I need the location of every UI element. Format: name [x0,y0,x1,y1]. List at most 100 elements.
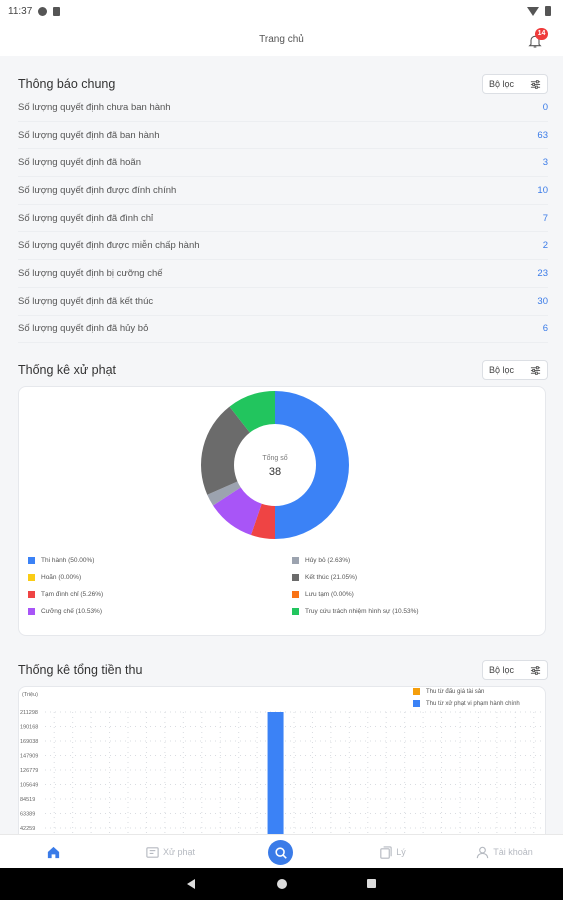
general-section-title: Thông báo chung [18,77,116,91]
revenue-section-header: Thống kê tổng tiền thu Bộ lọc [18,658,548,682]
stat-row[interactable]: Số lượng quyết định chưa ban hành 0 [18,94,548,122]
stat-label: Số lượng quyết định đã hoãn [18,157,141,169]
legend-swatch [292,591,299,598]
y-tick-label: 42259 [20,826,35,832]
legend-item: Thu từ xử phạt vi phạm hành chính [413,700,520,707]
nav-label: Lý [396,847,406,857]
stat-row[interactable]: Số lượng quyết định đã đình chỉ 7 [18,205,548,233]
bar-2-13 [267,712,284,834]
legend-item: Tạm đình chỉ (5.26%) [28,591,103,598]
home-button-icon[interactable] [277,879,287,889]
legend-label: Hủy bỏ (2.63%) [305,557,351,564]
stat-row[interactable]: Số lượng quyết định được miễn chấp hành 2 [18,233,548,261]
legend-label: Hoãn (0.00%) [41,574,82,581]
legend-item: Kết thúc (21.05%) [292,574,357,581]
penalty-section-header: Thống kê xử phạt Bộ lọc [18,358,548,382]
user-icon [477,846,489,858]
main-content: Thông báo chung Bộ lọc Số lượng quyết đị… [0,56,563,834]
revenue-section-title: Thống kê tổng tiền thu [18,663,143,677]
legend-swatch [28,608,35,615]
legend-swatch [28,557,35,564]
stat-label: Số lượng quyết định đã đình chỉ [18,212,154,224]
sliders-icon [530,365,541,375]
filter-label: Bộ lọc [489,79,515,89]
nav-manage[interactable]: Lý [372,835,412,869]
bottom-nav: Xử phạt Lý Tài khoản [0,834,563,868]
stat-label: Số lượng quyết định đã ban hành [18,129,160,141]
legend-swatch [413,688,420,695]
donut-slice-5 [201,406,250,495]
back-icon[interactable] [187,879,195,889]
legend-item: Thi hành (50.00%) [28,557,94,564]
nav-home[interactable] [40,835,70,869]
filter-label: Bộ lọc [489,365,515,375]
nav-search-button[interactable] [268,840,293,865]
y-tick-label: 147909 [20,754,38,760]
general-section-header: Thông báo chung Bộ lọc [18,72,548,96]
legend-label: Tạm đình chỉ (5.26%) [41,591,104,598]
stat-row[interactable]: Số lượng quyết định đã kết thúc 30 [18,288,548,316]
general-filter-button[interactable]: Bộ lọc [482,74,548,94]
files-icon [380,845,392,859]
y-tick-label: 190168 [20,725,38,731]
revenue-bar-chart: (Triệu) 211298 190168 169038 147909 126779 10… [20,692,543,834]
stat-value: 3 [542,157,548,169]
stat-row[interactable]: Số lượng quyết định đã hủy bỏ 6 [18,316,548,344]
stat-label: Số lượng quyết định được miễn chấp hành [18,240,200,252]
revenue-chart-card: (Triệu) 211298 190168 169038 147909 126779 10… [18,686,546,834]
legend-swatch [292,608,299,615]
home-icon [47,846,60,858]
nav-penalty[interactable]: Xử phạt [140,835,200,869]
legend-label: Lưu tạm (0.00%) [305,591,354,598]
legend-item: Truy cứu trách nhiệm hình sự (10.53%) [292,608,419,615]
y-tick-label: 169038 [20,739,38,745]
legend-label: Thu từ đấu giá tài sản [426,688,485,695]
stat-value: 63 [537,129,548,141]
penalty-chart-card: Tổng số 38 Thi hành (50.00%) Hủy bỏ (2.6… [18,386,546,636]
legend-item: Cưỡng chế (10.53%) [28,608,102,615]
y-tick-label: 63389 [20,812,35,818]
nav-label: Tài khoản [493,847,533,857]
legend-label: Kết thúc (21.05%) [305,574,358,581]
stat-value: 0 [542,101,548,113]
legend-label: Truy cứu trách nhiệm hình sự (10.53%) [305,608,419,615]
y-tick-label: 126779 [20,768,38,774]
page-title: Trang chủ [259,33,304,45]
recents-icon[interactable] [367,879,376,888]
nav-account[interactable]: Tài khoản [474,835,534,869]
donut-slice-2 [250,503,275,539]
donut-slice-1 [275,391,349,539]
stat-label: Số lượng quyết định được đính chính [18,184,177,196]
penalty-filter-button[interactable]: Bộ lọc [482,360,548,380]
donut-slice-3 [213,487,262,535]
nav-label: Xử phạt [162,847,196,857]
system-nav-bar [0,868,563,900]
status-bar: 11:37 [0,0,563,22]
stat-row[interactable]: Số lượng quyết định đã hoãn 3 [18,149,548,178]
donut-slice-4 [207,481,241,506]
document-icon [146,846,159,858]
penalty-donut-chart: Tổng số 38 [201,391,349,539]
wifi-icon [527,6,539,16]
stat-row[interactable]: Số lượng quyết định được đính chính 10 [18,177,548,205]
stat-row[interactable]: Số lượng quyết định bị cưỡng chế 23 [18,260,548,288]
stat-value: 7 [542,212,548,224]
legend-item: Thu từ đấu giá tài sản [413,688,484,695]
penalty-section-title: Thống kê xử phạt [18,363,117,377]
y-tick-label: 211298 [20,710,38,716]
legend-item: Hủy bỏ (2.63%) [292,557,350,564]
battery-icon [545,6,551,16]
stat-value: 2 [542,240,548,252]
search-icon [274,846,287,859]
legend-label: Thi hành (50.00%) [41,557,95,564]
legend-swatch [28,591,35,598]
stat-row[interactable]: Số lượng quyết định đã ban hành 63 [18,122,548,150]
y-tick-label: 105649 [20,783,38,789]
revenue-filter-button[interactable]: Bộ lọc [482,660,548,680]
stat-value: 30 [537,295,548,307]
notification-badge: 14 [535,28,548,40]
notification-button[interactable]: 14 [527,28,548,50]
app-notification-icon [38,6,48,16]
legend-swatch [292,557,299,564]
legend-label: Thu từ xử phạt vi phạm hành chính [426,700,520,707]
